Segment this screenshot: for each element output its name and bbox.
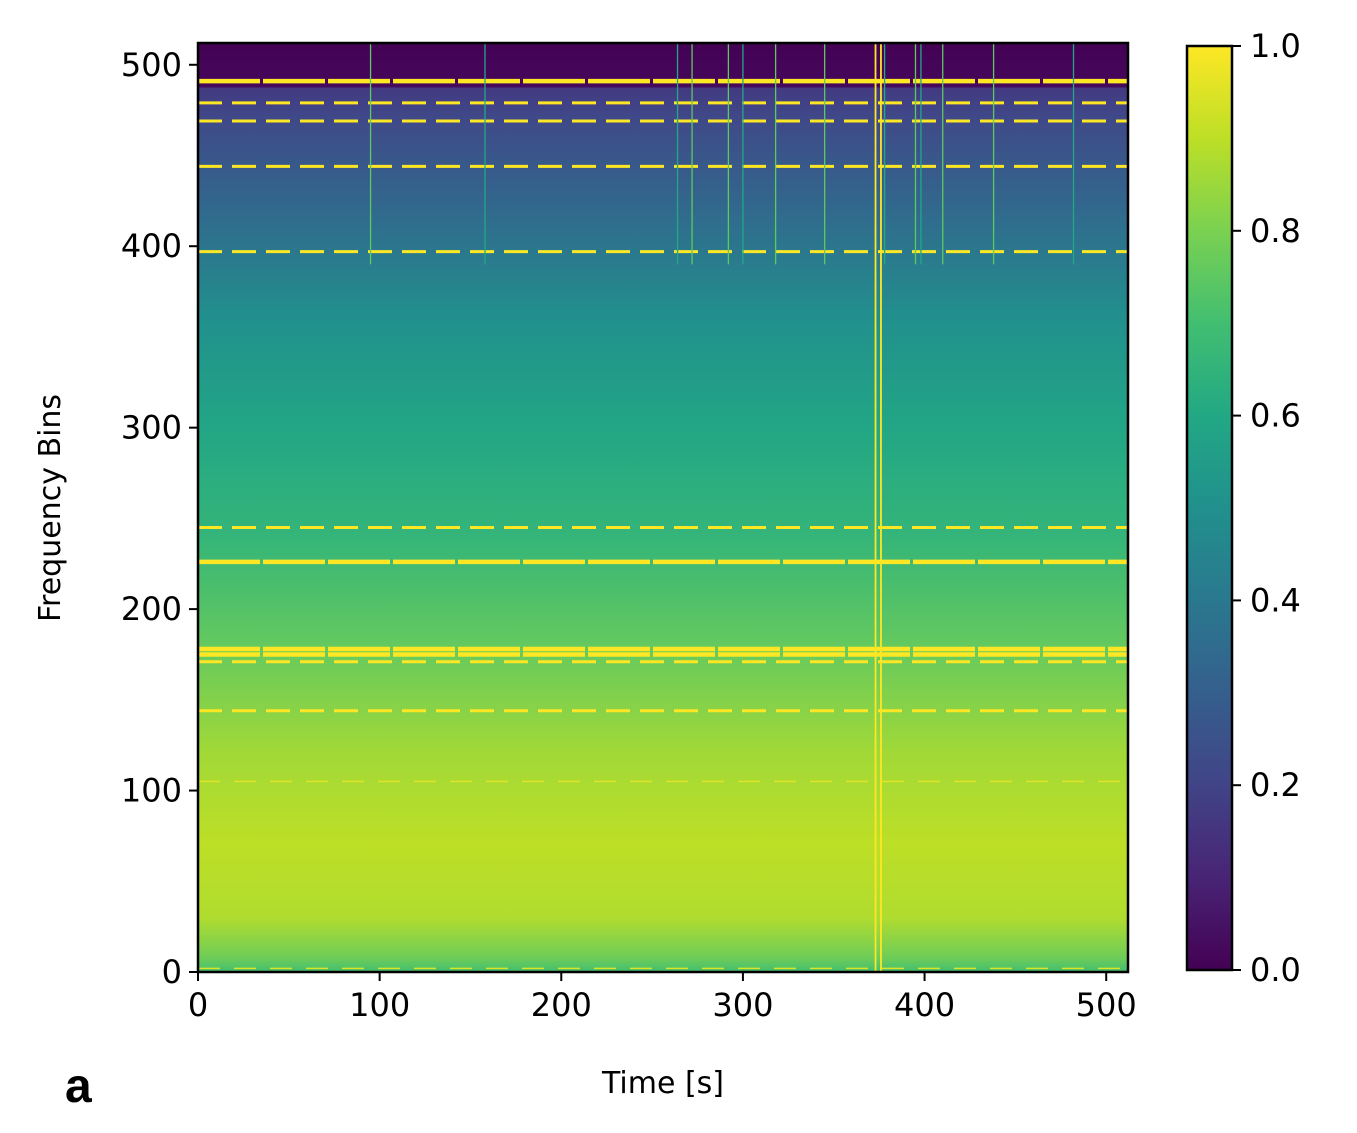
colorbar-tick-label: 0.8	[1250, 212, 1301, 250]
heatmap-background	[198, 43, 1128, 972]
colorbar-tick-label: 0.2	[1250, 766, 1301, 804]
x-tick-label: 200	[531, 986, 592, 1024]
colorbar: 0.0 0.2 0.4 0.6 0.8 1.0	[1185, 27, 1301, 989]
colorbar-ticks: 0.0 0.2 0.4 0.6 0.8 1.0	[1232, 27, 1301, 989]
y-tick-label: 0	[162, 953, 182, 991]
y-axis-label: Frequency Bins	[33, 394, 68, 622]
colorbar-tick-label: 0.6	[1250, 397, 1301, 435]
x-tick-label: 400	[894, 986, 955, 1024]
colorbar-tick-label: 0.0	[1250, 951, 1301, 989]
x-tick-label: 0	[188, 986, 208, 1024]
plot-frame	[196, 41, 1130, 974]
colorbar-frame	[1185, 44, 1234, 972]
y-tick-label: 400	[121, 227, 182, 265]
x-tick-label: 300	[712, 986, 773, 1024]
panel-label: a	[65, 1060, 92, 1113]
y-tick-label: 100	[121, 772, 182, 810]
x-axis-label: Time [s]	[601, 1066, 724, 1101]
vertical-lines-layer	[369, 43, 1075, 972]
x-tick-label: 500	[1076, 986, 1137, 1024]
colorbar-fill	[1187, 46, 1232, 970]
y-tick-label: 500	[121, 46, 182, 84]
heatmap-plot-area	[198, 43, 1128, 972]
y-tick-label: 300	[121, 409, 182, 447]
colorbar-tick-label: 0.4	[1250, 581, 1301, 619]
colorbar-tick-label: 1.0	[1250, 27, 1301, 65]
y-axis-ticks: 0 100 200 300 400 500	[121, 46, 198, 991]
x-tick-label: 100	[349, 986, 410, 1024]
y-tick-label: 200	[121, 590, 182, 628]
x-axis-ticks: 0 100 200 300 400 500	[188, 972, 1137, 1024]
horizontal-lines-layer	[198, 78, 1128, 970]
